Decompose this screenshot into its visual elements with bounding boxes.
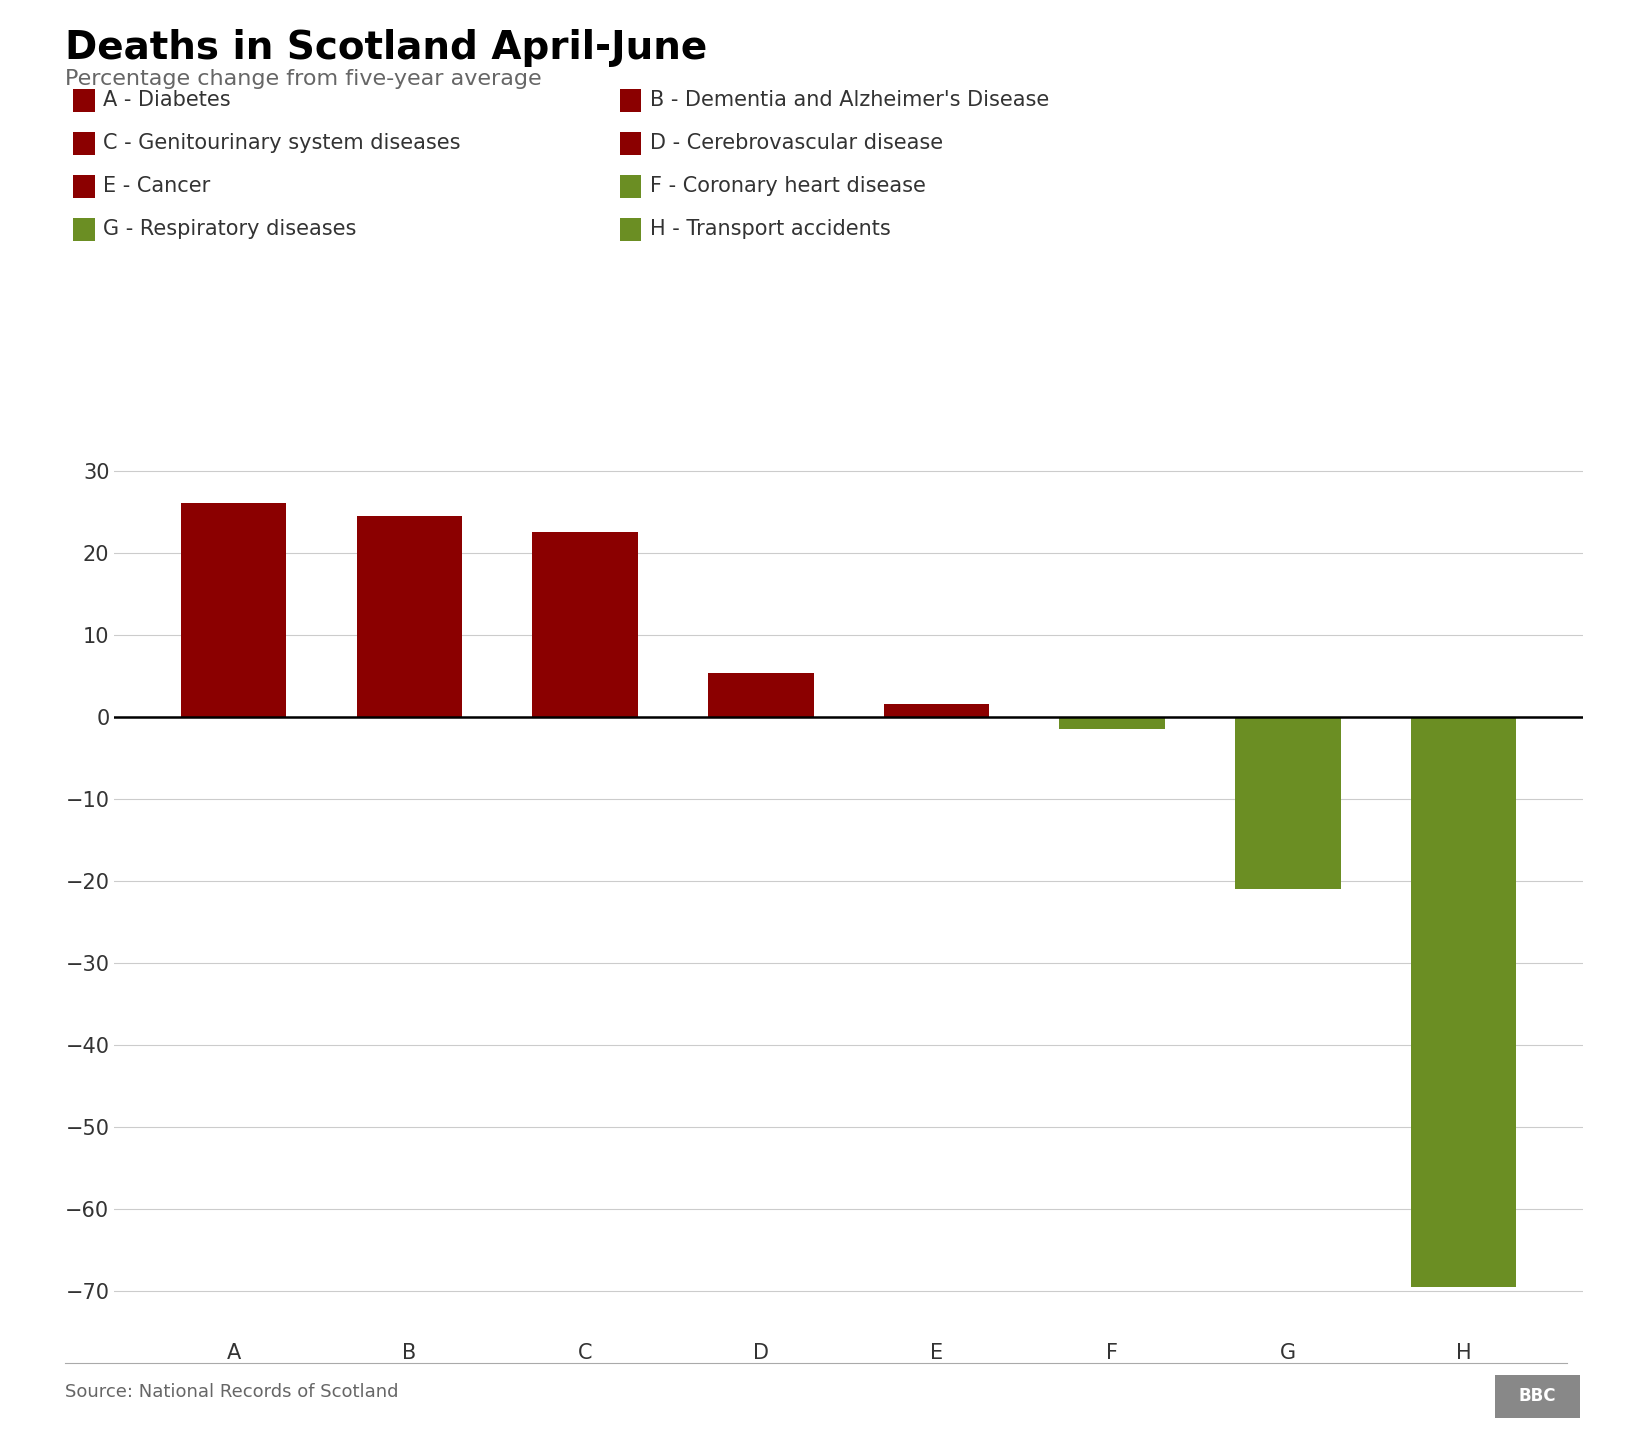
Text: E - Cancer: E - Cancer bbox=[103, 176, 211, 196]
Text: B - Dementia and Alzheimer's Disease: B - Dementia and Alzheimer's Disease bbox=[650, 90, 1049, 110]
Text: A - Diabetes: A - Diabetes bbox=[103, 90, 230, 110]
Bar bbox=[1235, 716, 1340, 889]
Text: G - Respiratory diseases: G - Respiratory diseases bbox=[103, 219, 356, 239]
Text: Source: National Records of Scotland: Source: National Records of Scotland bbox=[65, 1383, 398, 1400]
Text: F - Coronary heart disease: F - Coronary heart disease bbox=[650, 176, 925, 196]
Bar bbox=[532, 533, 638, 716]
Bar bbox=[885, 705, 989, 716]
Text: C - Genitourinary system diseases: C - Genitourinary system diseases bbox=[103, 133, 460, 153]
Bar bbox=[1410, 716, 1516, 1287]
Text: Percentage change from five-year average: Percentage change from five-year average bbox=[65, 69, 542, 89]
Text: BBC: BBC bbox=[1519, 1388, 1555, 1405]
Text: H - Transport accidents: H - Transport accidents bbox=[650, 219, 891, 239]
Bar bbox=[708, 673, 813, 716]
Bar bbox=[181, 504, 287, 716]
Bar bbox=[357, 516, 462, 716]
Text: Deaths in Scotland April-June: Deaths in Scotland April-June bbox=[65, 29, 708, 67]
Text: D - Cerebrovascular disease: D - Cerebrovascular disease bbox=[650, 133, 943, 153]
Bar bbox=[1059, 716, 1165, 729]
